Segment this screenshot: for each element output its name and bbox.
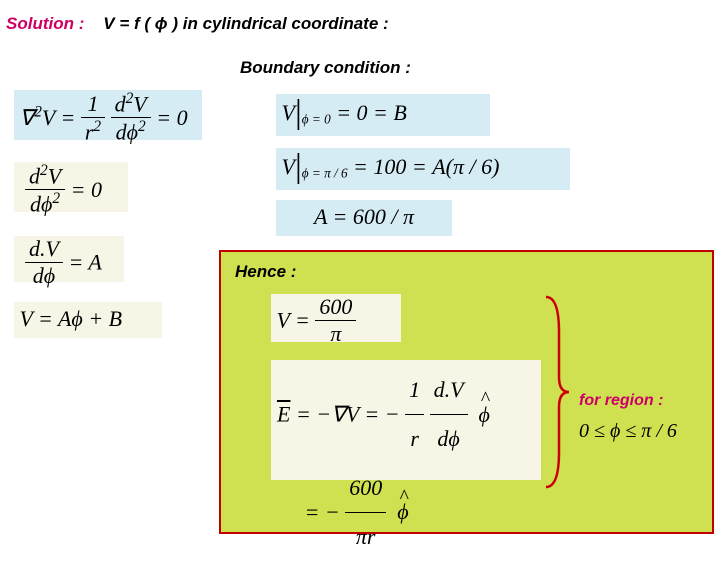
equation-laplacian: ∇2V = 1r2 d2Vdϕ2 = 0 — [14, 90, 202, 140]
equation-second-derivative: d2Vdϕ2 = 0 — [14, 162, 128, 212]
boundary-condition-3: A = 600 / π — [276, 200, 452, 236]
brace-icon — [541, 292, 571, 492]
boundary-condition-1: V|ϕ = 0 = 0 = B — [276, 94, 490, 136]
equation-solution-form: V = Aϕ + B — [14, 302, 162, 338]
boundary-condition-label: Boundary condition : — [240, 58, 411, 78]
hence-panel: Hence : V = 600π E = −∇V = − 1r d.Vdϕ ϕ … — [219, 250, 714, 534]
header-statement: V = f ( ϕ ) in cylindrical coordinate : — [89, 14, 389, 33]
header-line: Solution : V = f ( ϕ ) in cylindrical co… — [6, 14, 389, 34]
equation-first-derivative: d.Vdϕ = A — [14, 236, 124, 282]
solution-label: Solution : — [6, 14, 84, 33]
for-region-label: for region : — [579, 392, 663, 410]
hence-equation-e: E = −∇V = − 1r d.Vdϕ ϕ = − 600πr ϕ — [271, 360, 541, 480]
region-expression: 0 ≤ ϕ ≤ π / 6 — [579, 420, 677, 443]
hence-label: Hence : — [235, 262, 296, 282]
boundary-condition-2: V|ϕ = π / 6 = 100 = A(π / 6) — [276, 148, 570, 190]
hence-equation-v: V = 600π — [271, 294, 401, 342]
